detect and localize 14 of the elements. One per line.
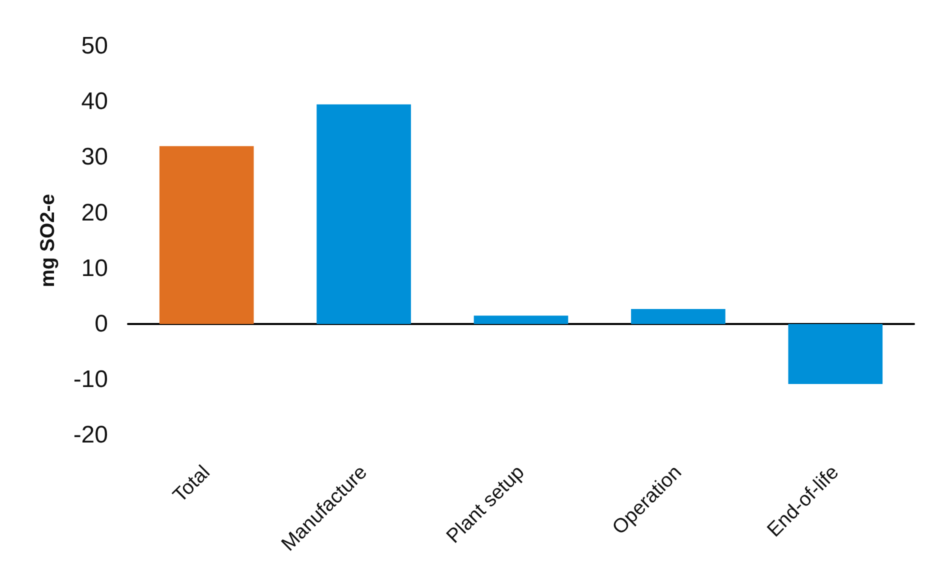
y-axis-title: mg SO2-e [37,194,59,288]
bar [631,308,726,324]
y-tick-label: 20 [81,199,108,226]
y-tick-label: 40 [81,88,108,116]
y-tick-label: -20 [73,422,108,449]
y-tick-label: 30 [81,144,108,171]
bar [788,324,883,384]
y-tick-label: 10 [81,254,108,282]
y-tick-label: 0 [94,310,108,338]
bar [316,104,411,324]
y-tick-label: 50 [81,32,108,60]
y-tick-label: -10 [73,366,108,394]
bar [159,146,254,324]
bar [474,316,568,324]
